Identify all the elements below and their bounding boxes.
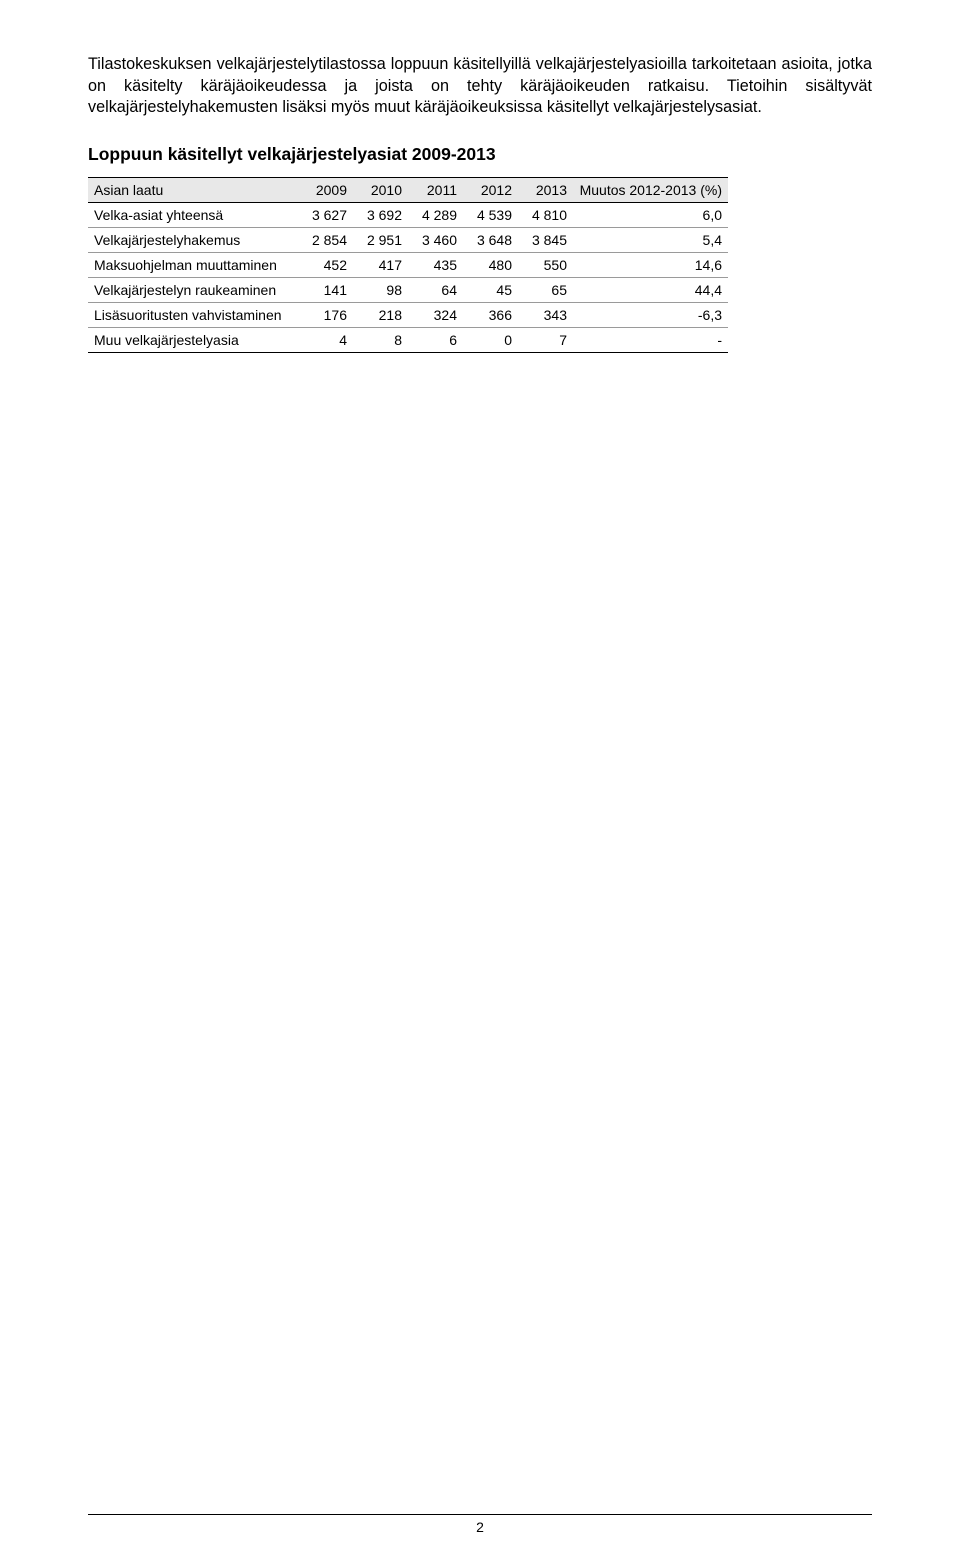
cell-value: 5,4 xyxy=(573,228,728,253)
table-row: Velka-asiat yhteensä 3 627 3 692 4 289 4… xyxy=(88,203,728,228)
intro-paragraph: Tilastokeskuksen velkajärjestelytilastos… xyxy=(88,54,872,118)
cell-value: 452 xyxy=(298,253,353,278)
col-header: 2011 xyxy=(408,178,463,203)
cell-value: 324 xyxy=(408,303,463,328)
cell-label: Velkajärjestelyn raukeaminen xyxy=(88,278,298,303)
cell-value: 3 692 xyxy=(353,203,408,228)
header-row: Asian laatu 2009 2010 2011 2012 2013 Muu… xyxy=(88,178,728,203)
cell-value: 65 xyxy=(518,278,573,303)
cell-value: 7 xyxy=(518,328,573,353)
cell-value: 45 xyxy=(463,278,518,303)
data-table: Asian laatu 2009 2010 2011 2012 2013 Muu… xyxy=(88,177,728,353)
cell-value: 480 xyxy=(463,253,518,278)
cell-label: Velka-asiat yhteensä xyxy=(88,203,298,228)
cell-value: 4 810 xyxy=(518,203,573,228)
cell-label: Muu velkajärjestelyasia xyxy=(88,328,298,353)
cell-label: Maksuohjelman muuttaminen xyxy=(88,253,298,278)
cell-value: 3 845 xyxy=(518,228,573,253)
footer-rule xyxy=(88,1514,872,1515)
table-head: Asian laatu 2009 2010 2011 2012 2013 Muu… xyxy=(88,178,728,203)
col-header: 2010 xyxy=(353,178,408,203)
col-header: Muutos 2012-2013 (%) xyxy=(573,178,728,203)
cell-label: Velkajärjestelyhakemus xyxy=(88,228,298,253)
cell-value: 4 289 xyxy=(408,203,463,228)
cell-value: 64 xyxy=(408,278,463,303)
page-number: 2 xyxy=(88,1519,872,1535)
cell-value: 2 854 xyxy=(298,228,353,253)
cell-value: 435 xyxy=(408,253,463,278)
cell-value: 4 xyxy=(298,328,353,353)
table-row: Muu velkajärjestelyasia 4 8 6 0 7 - xyxy=(88,328,728,353)
cell-value: -6,3 xyxy=(573,303,728,328)
cell-value: 4 539 xyxy=(463,203,518,228)
cell-label: Lisäsuoritusten vahvistaminen xyxy=(88,303,298,328)
cell-value: 8 xyxy=(353,328,408,353)
cell-value: 14,6 xyxy=(573,253,728,278)
col-header: 2009 xyxy=(298,178,353,203)
cell-value: 3 648 xyxy=(463,228,518,253)
col-header: Asian laatu xyxy=(88,178,298,203)
cell-value: 0 xyxy=(463,328,518,353)
cell-value: 6,0 xyxy=(573,203,728,228)
cell-value: 3 460 xyxy=(408,228,463,253)
cell-value: 176 xyxy=(298,303,353,328)
cell-value: 2 951 xyxy=(353,228,408,253)
col-header: 2013 xyxy=(518,178,573,203)
cell-value: 98 xyxy=(353,278,408,303)
table-row: Velkajärjestelyn raukeaminen 141 98 64 4… xyxy=(88,278,728,303)
cell-value: 366 xyxy=(463,303,518,328)
table-row: Maksuohjelman muuttaminen 452 417 435 48… xyxy=(88,253,728,278)
table-body: Velka-asiat yhteensä 3 627 3 692 4 289 4… xyxy=(88,203,728,353)
cell-value: 417 xyxy=(353,253,408,278)
cell-value: 141 xyxy=(298,278,353,303)
cell-value: 6 xyxy=(408,328,463,353)
cell-value: - xyxy=(573,328,728,353)
cell-value: 550 xyxy=(518,253,573,278)
page-footer: 2 xyxy=(88,1514,872,1535)
table-title: Loppuun käsitellyt velkajärjestelyasiat … xyxy=(88,144,872,165)
cell-value: 44,4 xyxy=(573,278,728,303)
cell-value: 343 xyxy=(518,303,573,328)
table-row: Velkajärjestelyhakemus 2 854 2 951 3 460… xyxy=(88,228,728,253)
table-row: Lisäsuoritusten vahvistaminen 176 218 32… xyxy=(88,303,728,328)
cell-value: 3 627 xyxy=(298,203,353,228)
cell-value: 218 xyxy=(353,303,408,328)
document-page: Tilastokeskuksen velkajärjestelytilastos… xyxy=(0,0,960,1565)
col-header: 2012 xyxy=(463,178,518,203)
